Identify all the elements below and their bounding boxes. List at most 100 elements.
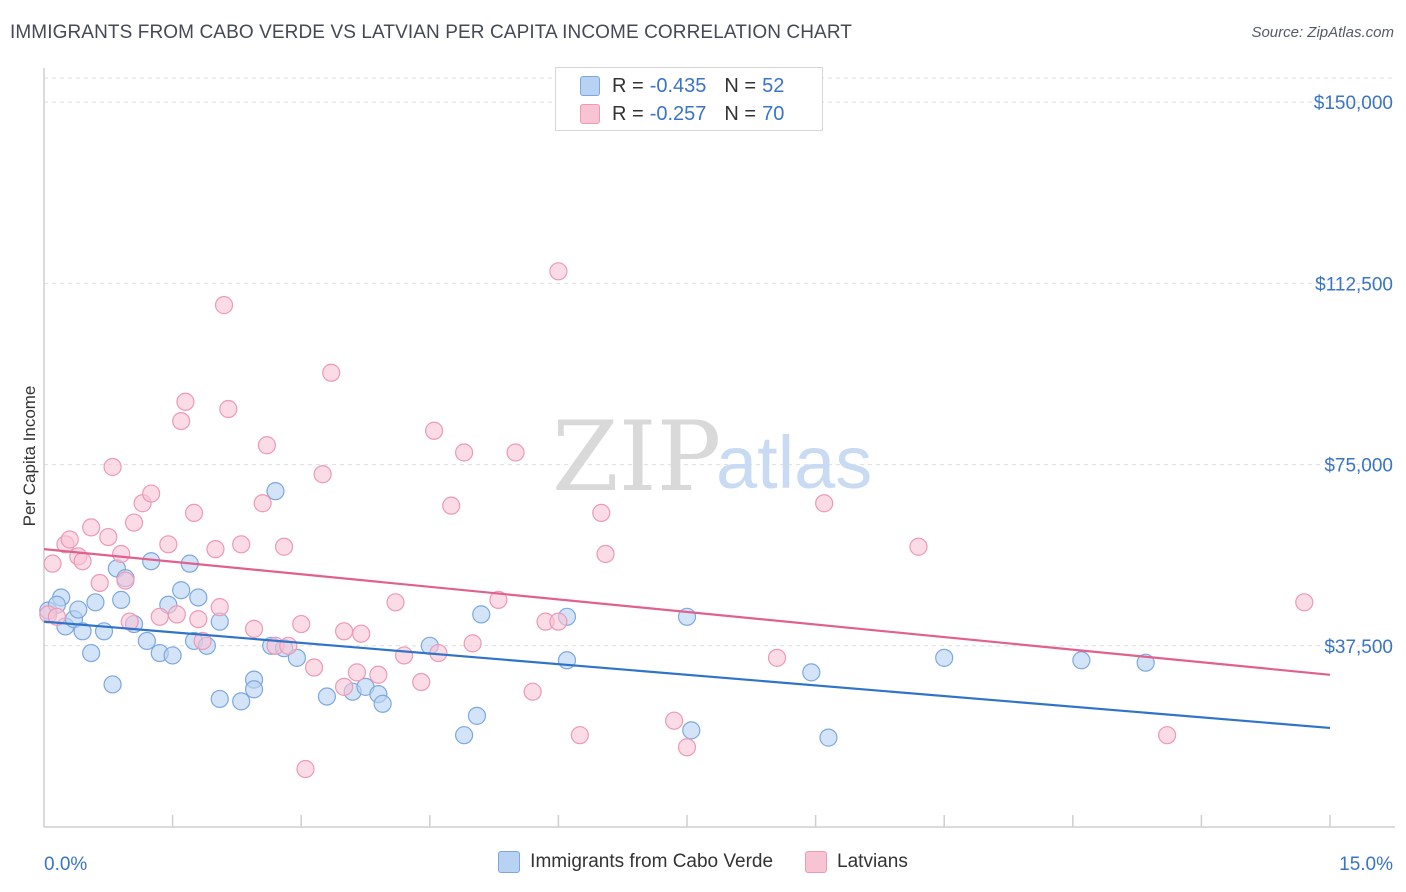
data-point-latvian: [112, 544, 131, 564]
data-point-latvian: [386, 593, 405, 612]
data-point-latvian: [219, 399, 238, 419]
data-point-latvian: [60, 530, 79, 549]
y-tick-label: $37,500: [1324, 637, 1393, 658]
data-point-latvian: [193, 631, 212, 651]
correlation-legend: R = -0.435 N = 52 R = -0.257 N = 70: [555, 67, 823, 131]
data-point-latvian: [142, 484, 161, 503]
data-point-latvian: [815, 494, 834, 513]
data-point-latvian: [124, 513, 144, 532]
data-point-cabo-verde: [935, 648, 954, 667]
data-point-latvian: [909, 537, 928, 556]
data-point-cabo-verde: [373, 694, 392, 713]
series-legend-item-latvians: Latvians: [805, 851, 908, 873]
data-point-latvian: [352, 624, 371, 643]
data-point-latvian: [116, 571, 135, 590]
data-point-latvian: [1295, 593, 1314, 612]
data-point-latvian: [253, 494, 272, 513]
data-point-latvian: [570, 726, 589, 745]
data-point-latvian: [90, 573, 109, 593]
data-point-latvian: [549, 612, 568, 631]
grid-lines: [44, 77, 1395, 647]
data-point-latvian: [244, 619, 264, 638]
trend-line-latvian: [43, 548, 1331, 676]
data-points: [39, 262, 1314, 779]
series-legend-label: Latvians: [837, 851, 908, 872]
data-point-latvian: [506, 443, 525, 462]
series-legend-item-cabo-verde: Immigrants from Cabo Verde: [498, 851, 773, 873]
data-point-latvian: [442, 496, 461, 515]
data-point-latvian: [73, 552, 92, 571]
data-point-latvian: [150, 607, 169, 626]
data-point-cabo-verde: [232, 692, 251, 711]
watermark-zip: ZIP: [552, 401, 721, 513]
legend-r-value: -0.435: [649, 74, 707, 97]
data-point-latvian: [189, 610, 208, 629]
legend-row-cabo-verde: R = -0.435 N = 52: [556, 72, 784, 100]
data-point-cabo-verde: [454, 726, 474, 745]
data-point-latvian: [99, 527, 118, 547]
y-tick-label: $150,000: [1314, 93, 1393, 114]
data-point-latvian: [677, 738, 697, 757]
x-tick-label-min: 0.0%: [44, 854, 87, 875]
data-point-cabo-verde: [467, 706, 487, 725]
data-point-latvian: [369, 665, 388, 684]
data-point-latvian: [214, 296, 234, 315]
data-point-cabo-verde: [69, 600, 88, 619]
data-point-cabo-verde: [266, 482, 285, 501]
data-point-latvian: [279, 636, 298, 655]
data-point-latvian: [767, 648, 787, 667]
legend-swatch-blue: [580, 76, 600, 96]
data-point-cabo-verde: [189, 588, 208, 607]
series-swatch-blue: [498, 851, 521, 873]
data-point-latvian: [210, 598, 229, 617]
data-point-latvian: [665, 711, 684, 730]
data-point-latvian: [206, 540, 225, 559]
data-point-latvian: [412, 672, 431, 692]
chart-title: IMMIGRANTS FROM CABO VERDE VS LATVIAN PE…: [10, 22, 853, 43]
data-point-cabo-verde: [103, 675, 122, 694]
data-point-cabo-verde: [137, 631, 156, 651]
legend-r-label: R =: [612, 102, 644, 125]
data-point-latvian: [296, 759, 315, 779]
data-point-latvian: [549, 262, 568, 281]
data-point-cabo-verde: [86, 593, 105, 612]
legend-n-label: N =: [724, 102, 757, 125]
data-point-cabo-verde: [73, 622, 92, 641]
data-point-cabo-verde: [1072, 651, 1091, 670]
data-point-cabo-verde: [172, 581, 191, 600]
data-point-latvian: [120, 612, 139, 631]
source-label: Source: ZipAtlas.com: [1251, 24, 1394, 41]
tick-labels: $37,500 $75,000 $112,500 $150,000 0.0% 15.0%: [44, 93, 1393, 875]
trend-lines: [43, 548, 1331, 730]
data-point-latvian: [394, 646, 414, 665]
legend-n-value: 70: [762, 102, 785, 125]
trend-line-cabo-verde: [43, 620, 1331, 730]
data-point-cabo-verde: [112, 590, 131, 609]
data-point-cabo-verde: [682, 721, 701, 740]
data-point-latvian: [47, 607, 66, 626]
data-point-latvian: [334, 622, 354, 641]
data-point-cabo-verde: [82, 643, 101, 663]
series-legend-label: Immigrants from Cabo Verde: [530, 851, 774, 872]
data-point-latvian: [322, 363, 341, 382]
legend-row-latvians: R = -0.257 N = 70: [556, 100, 784, 128]
data-point-latvian: [274, 537, 294, 556]
data-point-cabo-verde: [1136, 653, 1155, 672]
data-point-latvian: [1158, 726, 1177, 745]
data-point-cabo-verde: [317, 687, 337, 706]
data-point-cabo-verde: [802, 663, 821, 682]
data-point-cabo-verde: [244, 680, 264, 699]
data-point-latvian: [103, 457, 122, 477]
watermark-atlas: atlas: [716, 421, 872, 504]
series-swatch-pink: [805, 851, 828, 873]
data-point-latvian: [313, 465, 332, 484]
data-point-latvian: [43, 554, 62, 573]
data-point-cabo-verde: [163, 646, 182, 665]
axes: [43, 68, 1395, 828]
data-point-latvian: [172, 411, 191, 431]
legend-n-value: 52: [762, 74, 785, 97]
data-point-latvian: [292, 614, 311, 634]
data-point-cabo-verde: [210, 689, 229, 709]
data-point-latvian: [347, 663, 367, 682]
